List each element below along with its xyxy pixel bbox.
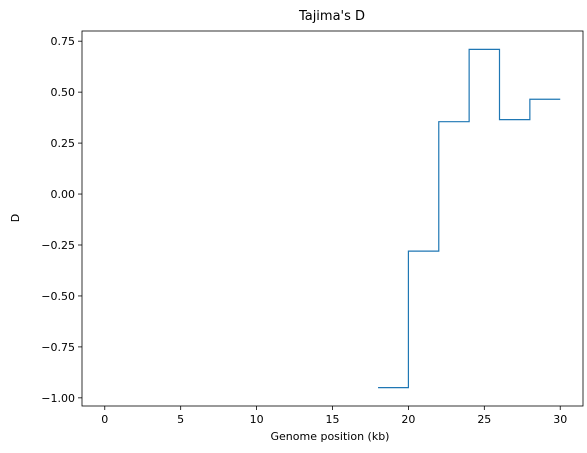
x-ticks: 0 5 10 15 20 25 30: [101, 406, 567, 426]
x-tick-label: 30: [553, 413, 567, 426]
plot-frame: [81, 30, 584, 407]
y-tick-label: 0.00: [51, 188, 76, 201]
x-tick-label: 5: [177, 413, 184, 426]
chart-title: Tajima's D: [298, 9, 365, 24]
y-tick-label: 0.50: [51, 86, 76, 99]
y-tick-label: −0.75: [41, 341, 75, 354]
x-tick-label: 25: [477, 413, 491, 426]
x-axis-label: Genome position (kb): [271, 430, 390, 443]
y-tick-label: 0.75: [51, 35, 76, 48]
series-line-0: [378, 48, 561, 389]
y-tick-label: −0.25: [41, 239, 75, 252]
plot-background: [82, 31, 583, 406]
x-tick-label: 20: [401, 413, 415, 426]
y-tick-label: −0.50: [41, 290, 75, 303]
x-tick-label: 15: [326, 413, 340, 426]
y-ticks: −1.00 −0.75 −0.50 −0.25 0.00 0.25 0.50 0.75: [41, 35, 82, 405]
series-layer: [378, 48, 561, 389]
y-tick-label: 0.25: [51, 137, 76, 150]
y-tick-label: −1.00: [41, 392, 75, 405]
x-tick-label: 10: [250, 413, 264, 426]
x-tick-label: 0: [101, 413, 108, 426]
y-axis-label: D: [9, 214, 22, 222]
